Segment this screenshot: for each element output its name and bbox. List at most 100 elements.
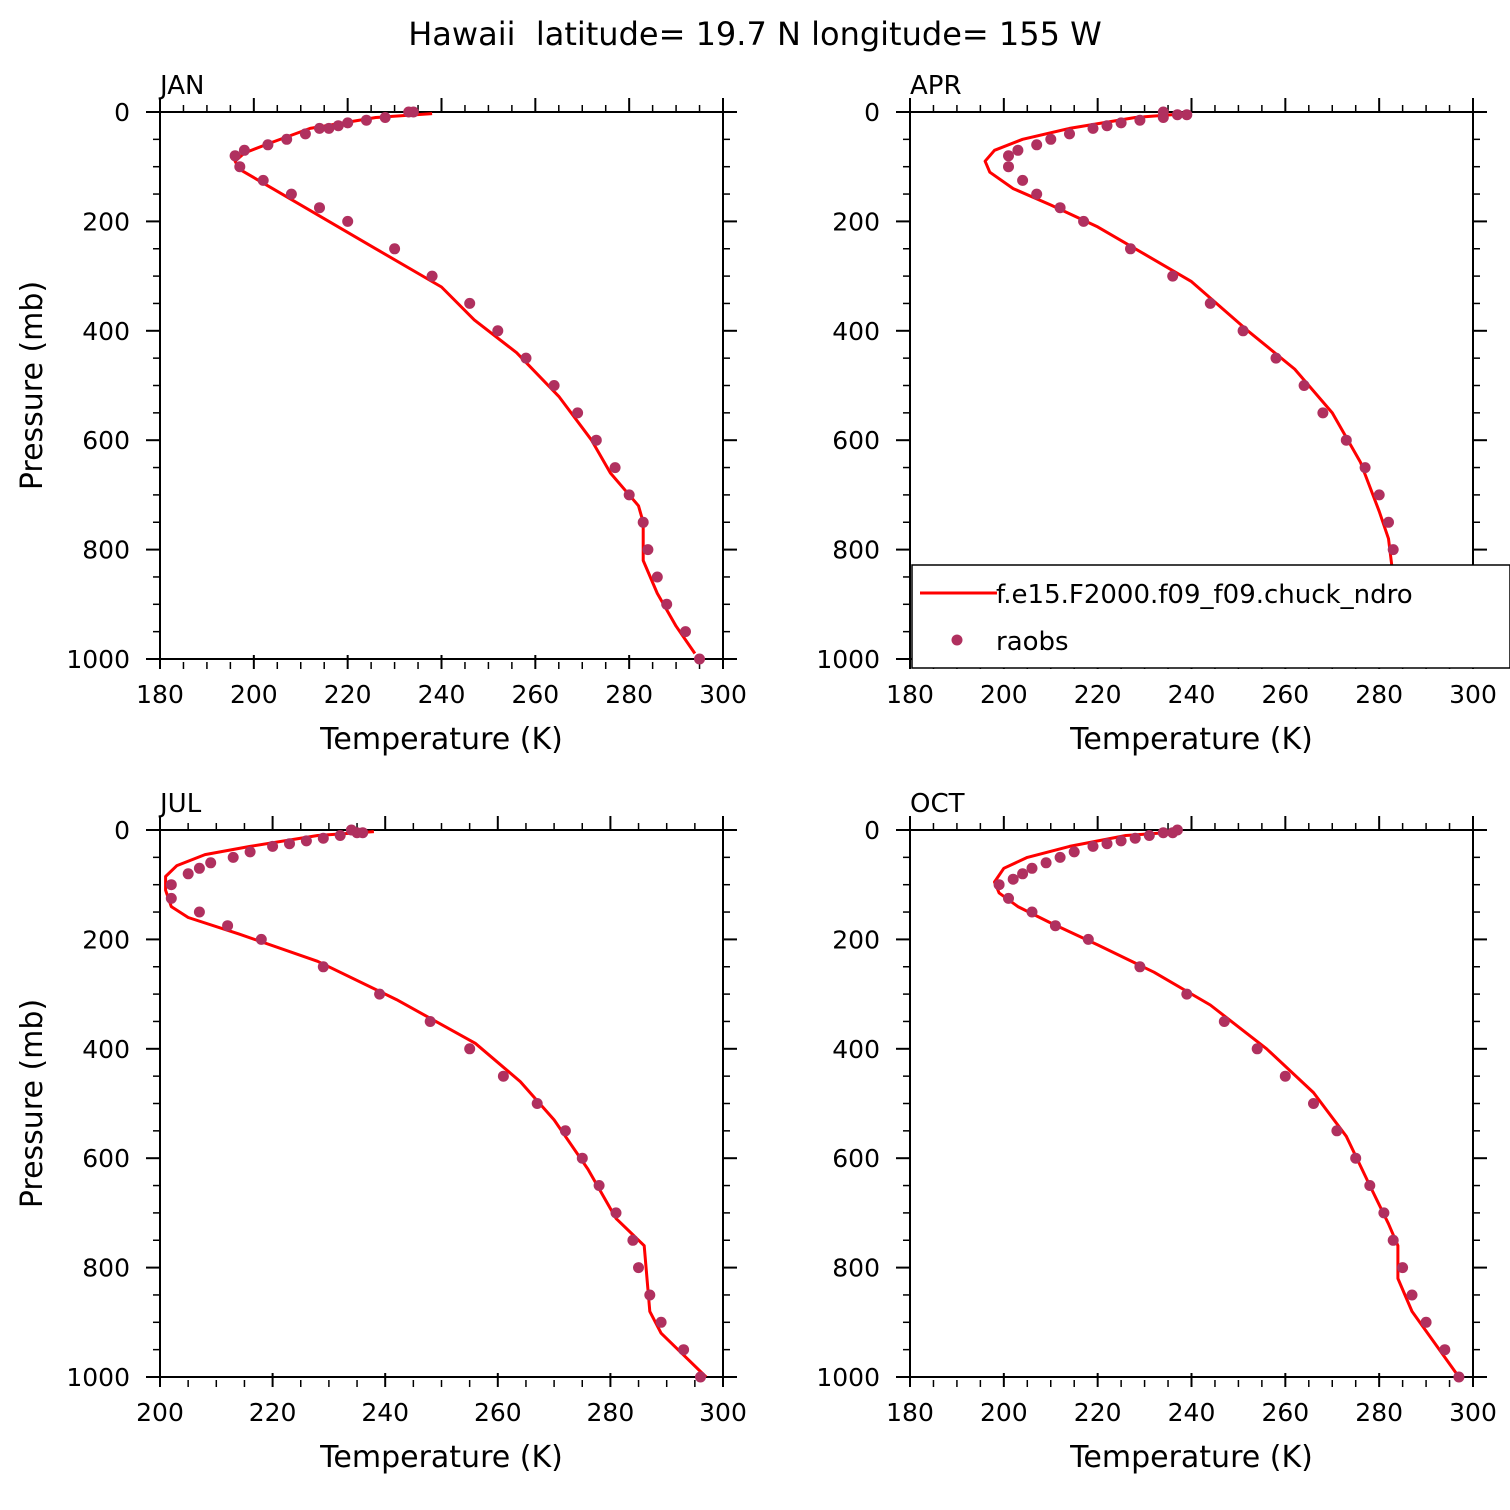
panel-oct-obs-point	[1387, 1234, 1399, 1246]
panel-apr-obs-point	[1031, 139, 1043, 151]
panel-oct-xtick-label: 300	[1449, 1398, 1497, 1427]
panel-oct-xtick-label: 220	[1074, 1398, 1122, 1427]
panel-jul-obs-point	[576, 1152, 588, 1164]
panel-oct-ytick-label: 600	[832, 1144, 880, 1173]
panel-jan-obs-point	[342, 117, 354, 129]
panel-jan-obs-point	[229, 150, 241, 162]
panel-jul-obs-point	[695, 1371, 706, 1383]
panel-jul-ytick-label: 600	[82, 1144, 130, 1173]
panel-jan-obs-point	[299, 128, 311, 140]
panel-jul-obs-point	[222, 920, 234, 932]
panel-apr-obs-point	[1087, 122, 1099, 134]
panel-oct-model-line	[993, 830, 1461, 1378]
panel-apr-obs-point	[1157, 112, 1169, 123]
panel-apr-xtick-label: 180	[886, 680, 934, 709]
panel-oct-xtick-label: 200	[980, 1398, 1028, 1427]
panel-jul-obs-point	[255, 933, 267, 945]
panel-jan-obs-point	[590, 434, 602, 446]
panel-jul-obs-point	[357, 827, 369, 839]
panel-jan-obs-point	[520, 352, 532, 364]
panel-apr-obs-point	[1115, 117, 1127, 129]
panel-apr-ytick-label: 0	[864, 98, 880, 127]
panel-jan-xtick-label: 200	[230, 680, 278, 709]
panel-jul-ylabel: Pressure (mb)	[15, 999, 50, 1208]
panel-jan-obs-point	[651, 571, 663, 583]
panel-jan-xtick-label: 280	[605, 680, 653, 709]
panel-apr-obs-point	[1078, 215, 1090, 227]
panel-jan-obs-point	[389, 243, 401, 255]
panel-jan-ytick-label: 200	[82, 207, 130, 236]
panel-jan-obs-point	[694, 653, 705, 665]
panel-jul-obs-point	[633, 1262, 644, 1274]
panel-apr-xtick-label: 260	[1261, 680, 1309, 709]
panel-apr-obs-point	[1167, 270, 1179, 282]
panel-apr-ytick-label: 600	[832, 426, 880, 455]
panel-jul-xtick-label: 260	[474, 1398, 522, 1427]
panel-jul-xlabel: Temperature (K)	[319, 1440, 563, 1475]
panel-jan-obs-point	[661, 598, 673, 610]
panel-oct-obs-point	[1134, 961, 1146, 973]
panel-jan-obs-point	[642, 544, 654, 556]
panel-jan-obs-point	[238, 144, 250, 156]
panel-oct-xtick-label: 280	[1355, 1398, 1403, 1427]
panel-oct-obs-point	[1364, 1180, 1376, 1191]
panel-apr-xtick-label: 220	[1074, 680, 1122, 709]
panel-oct-obs-point	[1251, 1043, 1263, 1055]
panel-oct-obs-point	[1143, 830, 1155, 841]
panel-oct-obs-point	[1007, 873, 1019, 885]
panel-apr-obs-point	[1045, 133, 1057, 145]
panel-oct-obs-point	[1115, 835, 1127, 847]
panel-apr-obs-point	[1064, 128, 1075, 140]
panel-oct: OCT 180 200 220 240 260 280 300 0 200 400 600 800 100…	[816, 789, 1496, 1475]
panel-oct-ytick-label: 1000	[816, 1363, 880, 1392]
panel-oct-obs-point	[1181, 988, 1193, 1000]
panel-jan-obs-point	[492, 325, 504, 337]
panel-jul-obs-point	[317, 961, 329, 973]
panel-oct-ytick-label: 200	[832, 925, 880, 954]
panel-jul-xtick-label: 300	[699, 1398, 747, 1427]
panel-jan-obs-point	[257, 174, 269, 186]
panel-apr-ytick-label: 400	[832, 317, 880, 346]
panel-jul-obs-point	[655, 1316, 667, 1328]
panel-apr-obs-point	[1317, 407, 1329, 419]
panel-apr-obs-point	[1270, 352, 1282, 364]
panel-jul-plot-frame	[159, 829, 724, 1378]
panel-jan-obs-point	[623, 489, 635, 501]
panel-jul-ytick-label: 800	[82, 1254, 130, 1283]
panel-jan-obs-point	[680, 626, 691, 638]
panel-oct-obs-point	[1026, 906, 1038, 918]
legend-box	[911, 564, 1510, 669]
panel-jul-obs-point	[531, 1098, 543, 1109]
panel-jan-obs-point	[234, 161, 246, 173]
panel-apr-obs-point	[1003, 161, 1014, 173]
panel-jul-obs-point	[559, 1125, 571, 1137]
panel-jan-obs-point	[323, 122, 335, 134]
panel-oct-obs-point	[1279, 1070, 1291, 1082]
panel-jan-obs-point	[332, 120, 344, 132]
panel-oct-obs-point	[1129, 832, 1141, 844]
panel-jan-obs-point	[572, 407, 584, 419]
panel-oct-obs-point	[1350, 1152, 1362, 1164]
panel-apr-xtick-label: 240	[1168, 680, 1216, 709]
panel-jan-obs-point	[637, 516, 649, 528]
panel-jul-xtick-label: 280	[587, 1398, 635, 1427]
panel-oct-ytick-label: 0	[864, 816, 880, 845]
panel-apr-title: APR	[910, 71, 962, 101]
panel-oct-obs-point	[1003, 892, 1014, 904]
panel-oct-xlabel: Temperature (K)	[1069, 1440, 1313, 1475]
panel-jan-obs-point	[379, 112, 391, 123]
panel-oct-obs-point	[1397, 1262, 1409, 1274]
panel-apr-obs-point	[1204, 297, 1216, 309]
panel-oct-obs-point	[1017, 868, 1029, 880]
panel-jul-ytick-label: 400	[82, 1035, 130, 1064]
panel-oct-obs-point	[1087, 840, 1099, 852]
legend: f.e15.F2000.f09_f09.chuck_ndro raobs	[911, 564, 1510, 669]
panel-apr-ytick-label: 800	[832, 536, 880, 565]
panel-jul-obs-point	[205, 857, 217, 869]
panel-oct-obs-point	[1331, 1125, 1343, 1137]
legend-obs-marker	[951, 634, 963, 646]
panel-apr-xtick-label: 200	[980, 680, 1028, 709]
panel-oct-obs-point	[1378, 1207, 1390, 1219]
panel-jan-xtick-label: 220	[324, 680, 372, 709]
panel-jan-obs-point	[314, 122, 325, 134]
